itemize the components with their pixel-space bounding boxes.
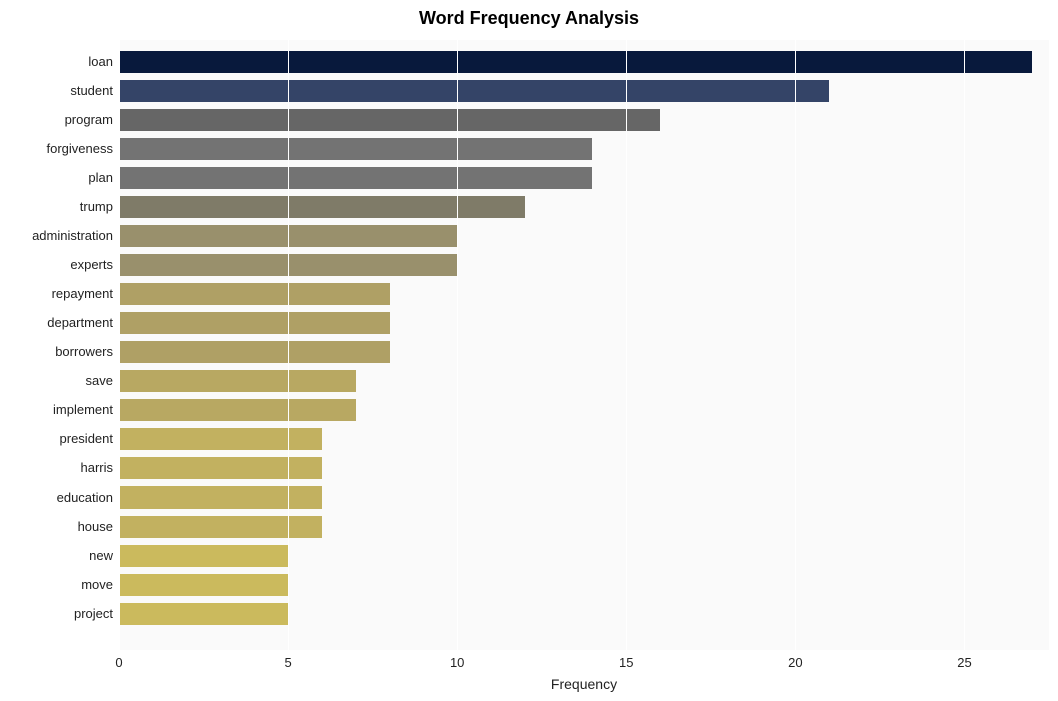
y-tick-label: project xyxy=(3,603,113,625)
x-tick-label: 0 xyxy=(115,655,122,670)
y-tick-label: plan xyxy=(3,167,113,189)
bar xyxy=(119,574,288,596)
bar xyxy=(119,545,288,567)
bar xyxy=(119,109,660,131)
bar xyxy=(119,370,356,392)
y-tick-label: move xyxy=(3,574,113,596)
bar xyxy=(119,196,525,218)
bars-layer xyxy=(119,40,1049,650)
x-tick-label: 20 xyxy=(788,655,802,670)
x-tick-label: 5 xyxy=(284,655,291,670)
grid-line xyxy=(964,40,965,650)
y-tick-label: forgiveness xyxy=(3,138,113,160)
plot-area xyxy=(119,40,1049,650)
x-tick-label: 10 xyxy=(450,655,464,670)
bar xyxy=(119,80,829,102)
bar xyxy=(119,486,322,508)
bar xyxy=(119,457,322,479)
grid-line xyxy=(457,40,458,650)
x-axis-label: Frequency xyxy=(119,676,1049,692)
y-tick-label: repayment xyxy=(3,283,113,305)
grid-line xyxy=(119,40,120,650)
bar xyxy=(119,312,390,334)
bar xyxy=(119,603,288,625)
y-tick-label: education xyxy=(3,487,113,509)
y-tick-label: house xyxy=(3,516,113,538)
y-tick-label: loan xyxy=(3,51,113,73)
bar xyxy=(119,167,592,189)
y-tick-label: save xyxy=(3,370,113,392)
x-tick-label: 15 xyxy=(619,655,633,670)
y-tick-label: borrowers xyxy=(3,341,113,363)
bar xyxy=(119,138,592,160)
y-tick-label: student xyxy=(3,80,113,102)
y-tick-label: experts xyxy=(3,254,113,276)
chart-title: Word Frequency Analysis xyxy=(0,8,1058,29)
y-tick-label: new xyxy=(3,545,113,567)
y-tick-label: department xyxy=(3,312,113,334)
x-tick-label: 25 xyxy=(957,655,971,670)
y-tick-label: harris xyxy=(3,457,113,479)
y-tick-label: president xyxy=(3,428,113,450)
bar xyxy=(119,51,1032,73)
grid-line xyxy=(795,40,796,650)
chart-container: Word Frequency Analysis Frequency 0 5 10 15… xyxy=(0,0,1058,701)
bar xyxy=(119,283,390,305)
bar xyxy=(119,399,356,421)
y-tick-label: program xyxy=(3,109,113,131)
y-tick-label: trump xyxy=(3,196,113,218)
y-tick-label: implement xyxy=(3,399,113,421)
grid-line xyxy=(288,40,289,650)
y-tick-label: administration xyxy=(3,225,113,247)
bar xyxy=(119,341,390,363)
grid-line xyxy=(626,40,627,650)
bar xyxy=(119,428,322,450)
bar xyxy=(119,516,322,538)
